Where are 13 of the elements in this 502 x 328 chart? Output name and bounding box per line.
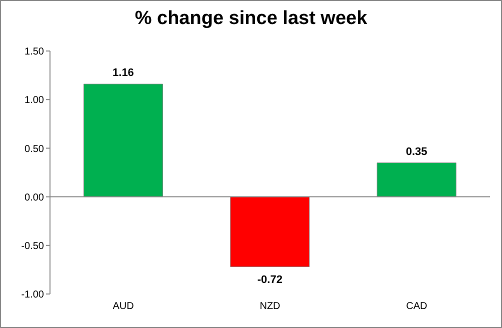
y-tick-label: 0.50 [24, 144, 44, 155]
y-tick-label: 1.00 [24, 95, 44, 106]
y-tick-label: 0.00 [24, 192, 44, 204]
y-tick-label: -1.00 [21, 290, 44, 301]
y-tick-label: 1.50 [24, 46, 44, 58]
data-label: 0.35 [406, 146, 428, 158]
data-label: 1.16 [112, 67, 134, 80]
x-tick-label: CAD [406, 301, 428, 312]
y-tick-label: -0.50 [21, 240, 44, 252]
chart-title: % change since last week [134, 8, 368, 30]
data-label: -0.72 [257, 274, 282, 286]
x-tick-label: NZD [260, 301, 280, 312]
x-tick-label: AUD [112, 301, 134, 312]
